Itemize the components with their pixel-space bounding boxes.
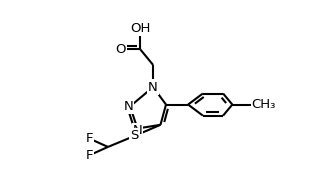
Text: OH: OH [130, 22, 150, 35]
Text: S: S [130, 129, 139, 142]
Text: N: N [124, 100, 133, 113]
Text: N: N [132, 124, 142, 137]
Text: F: F [86, 132, 93, 145]
Text: O: O [116, 43, 126, 56]
Text: N: N [148, 81, 158, 94]
Text: CH₃: CH₃ [252, 98, 276, 111]
Text: F: F [86, 149, 93, 162]
